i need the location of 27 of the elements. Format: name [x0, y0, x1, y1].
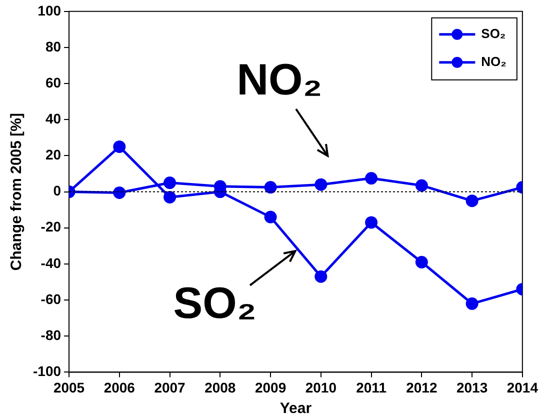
annotation: NO₂ — [236, 55, 322, 104]
x-tick-label: 2009 — [254, 379, 286, 396]
y-tick-label: -80 — [40, 326, 62, 343]
x-axis-title: Year — [280, 400, 312, 418]
x-tick-label: 2005 — [53, 379, 85, 396]
x-tick-label: 2014 — [506, 379, 538, 396]
y-tick-label: 40 — [45, 110, 62, 126]
y-tick-label: 60 — [45, 74, 62, 90]
y-tick-label: -60 — [40, 290, 62, 307]
x-tick-label: 2010 — [305, 379, 337, 396]
annotation: SO₂ — [173, 279, 256, 328]
legend-label: SO₂ — [481, 26, 506, 41]
y-tick-label: -20 — [40, 218, 62, 235]
x-tick-label: 2013 — [456, 379, 488, 396]
y-axis-title: Change from 2005 [%] — [8, 113, 26, 271]
y-tick-label: -100 — [32, 363, 62, 380]
x-tick-label: 2012 — [406, 379, 438, 396]
x-tick-label: 2008 — [204, 379, 236, 396]
y-tick-label: 100 — [38, 2, 62, 18]
y-tick-label: -40 — [40, 254, 62, 271]
legend-label: NO₂ — [481, 54, 507, 69]
y-tick-label: 80 — [45, 38, 62, 54]
y-tick-label: 0 — [53, 182, 62, 199]
x-tick-label: 2006 — [104, 379, 136, 396]
y-tick-label: 20 — [45, 146, 62, 163]
x-tick-label: 2011 — [356, 379, 387, 396]
x-tick-label: 2007 — [154, 379, 186, 396]
